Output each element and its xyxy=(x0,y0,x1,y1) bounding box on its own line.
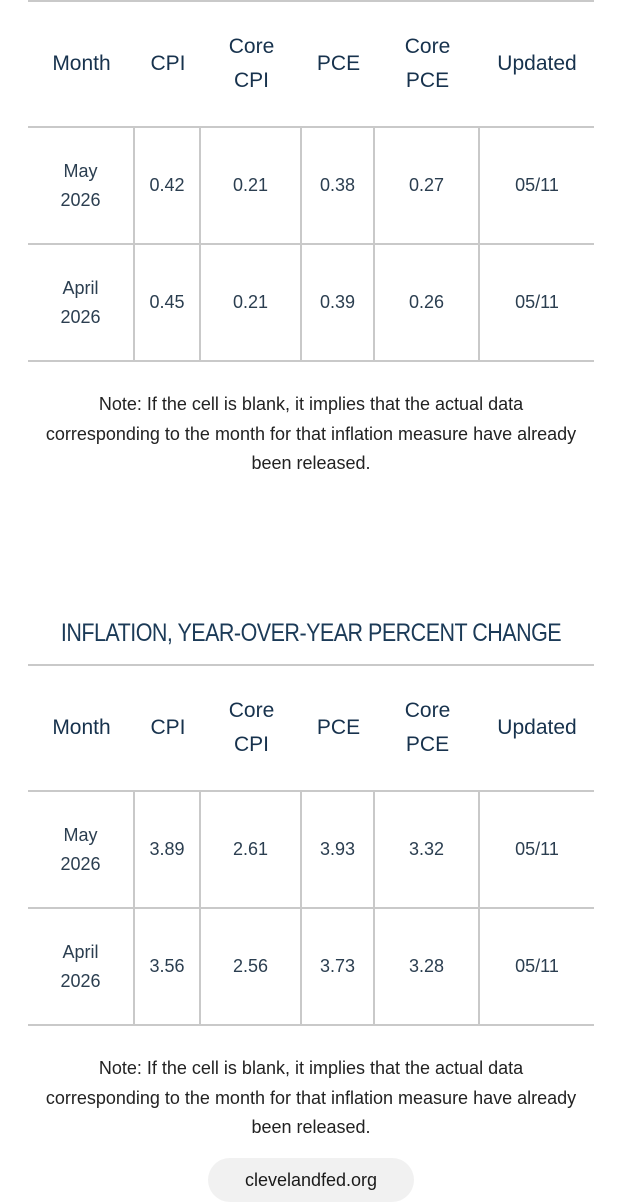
header-core-pce: Core PCE xyxy=(404,699,451,756)
browser-url-bar[interactable]: clevelandfed.org xyxy=(208,1158,414,1202)
cell-pce: 0.38 xyxy=(302,128,375,243)
cell-updated: 05/11 xyxy=(515,956,559,976)
cell-core-pce: 0.27 xyxy=(375,128,480,243)
table-note: Note: If the cell is blank, it implies t… xyxy=(45,1058,577,1137)
header-core-cpi: Core CPI xyxy=(228,699,275,756)
mom-inflation-table: Month CPI Core CPI PCE Core PCE Updated … xyxy=(28,0,594,362)
header-pce: PCE xyxy=(316,52,361,75)
table-header-row: Month CPI Core CPI PCE Core PCE Updated xyxy=(28,2,594,128)
cell-pce: 0.39 xyxy=(302,245,375,360)
table-row: April 2026 3.56 2.56 3.73 3.28 05/11 xyxy=(28,909,594,1026)
cell-cpi: 3.56 xyxy=(135,909,201,1024)
cell-core-cpi: 2.61 xyxy=(201,792,302,907)
cell-cpi: 3.89 xyxy=(135,792,201,907)
yoy-inflation-table: Month CPI Core CPI PCE Core PCE Updated … xyxy=(28,664,594,1026)
cell-updated: 05/11 xyxy=(515,839,559,859)
cell-core-cpi: 0.21 xyxy=(201,128,302,243)
header-core-pce: Core PCE xyxy=(404,35,451,92)
header-month: Month xyxy=(52,52,111,75)
cell-cpi: 0.45 xyxy=(135,245,201,360)
header-cpi: CPI xyxy=(150,716,186,739)
cell-core-cpi: 2.56 xyxy=(201,909,302,1024)
section-title: INFLATION, YEAR-OVER-YEAR PERCENT CHANGE xyxy=(60,619,562,647)
cell-month: April 2026 xyxy=(28,245,135,360)
cell-core-cpi: 0.21 xyxy=(201,245,302,360)
table-note: Note: If the cell is blank, it implies t… xyxy=(45,394,577,473)
cell-core-pce: 0.26 xyxy=(375,245,480,360)
table-row: April 2026 0.45 0.21 0.39 0.26 05/11 xyxy=(28,245,594,362)
header-month: Month xyxy=(52,716,111,739)
cell-month: May 2026 xyxy=(28,792,135,907)
table-header-row: Month CPI Core CPI PCE Core PCE Updated xyxy=(28,666,594,792)
table-top-border xyxy=(28,0,594,2)
cell-cpi: 0.42 xyxy=(135,128,201,243)
cell-core-pce: 3.32 xyxy=(375,792,480,907)
cell-month: April 2026 xyxy=(28,909,135,1024)
cell-month: May 2026 xyxy=(28,128,135,243)
header-pce: PCE xyxy=(316,716,361,739)
cell-updated: 05/11 xyxy=(515,175,559,195)
table-row: May 2026 0.42 0.21 0.38 0.27 05/11 xyxy=(28,128,594,245)
cell-updated: 05/11 xyxy=(515,292,559,312)
cell-core-pce: 3.28 xyxy=(375,909,480,1024)
table-top-border xyxy=(28,664,594,666)
header-updated: Updated xyxy=(497,716,577,739)
header-cpi: CPI xyxy=(150,52,186,75)
cell-pce: 3.73 xyxy=(302,909,375,1024)
header-core-cpi: Core CPI xyxy=(228,35,275,92)
table-row: May 2026 3.89 2.61 3.93 3.32 05/11 xyxy=(28,792,594,909)
header-updated: Updated xyxy=(497,52,577,75)
cell-pce: 3.93 xyxy=(302,792,375,907)
